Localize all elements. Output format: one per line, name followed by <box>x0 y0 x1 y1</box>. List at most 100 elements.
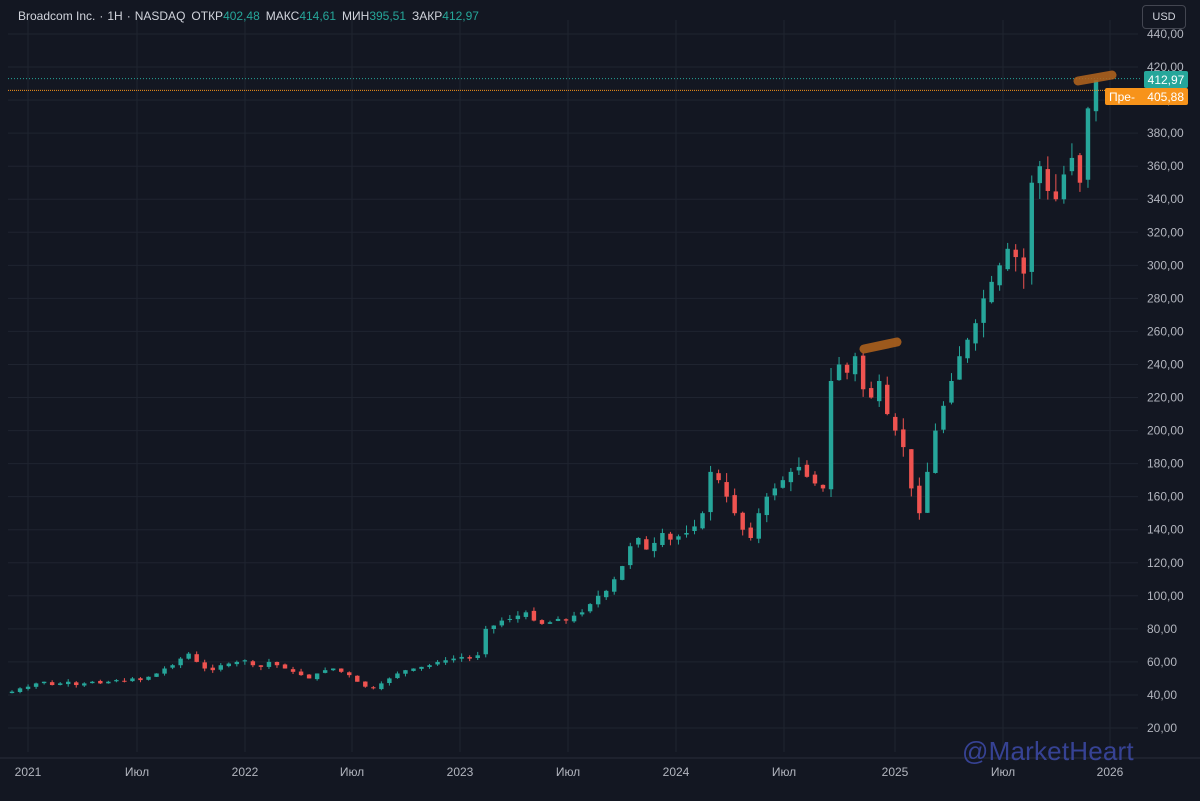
y-tick-label: 140,00 <box>1147 523 1184 537</box>
candle-body <box>475 655 480 659</box>
candle-body <box>483 628 488 655</box>
x-tick-label: 2024 <box>663 765 690 779</box>
candle-body <box>106 681 111 684</box>
y-tick-label: 280,00 <box>1147 291 1184 305</box>
candle-body <box>772 488 778 496</box>
candle-body <box>507 618 513 620</box>
candle-body <box>266 661 272 667</box>
candle-body <box>218 665 223 670</box>
candle-body <box>628 546 633 566</box>
y-tick-label: 40,00 <box>1147 688 1177 702</box>
candle-body <box>306 674 312 679</box>
candle-body <box>1085 108 1091 180</box>
candle-body <box>122 680 127 682</box>
candle-body <box>1013 249 1018 258</box>
candle-body <box>371 687 376 689</box>
candle-body <box>98 680 103 684</box>
candle-body <box>780 480 786 488</box>
candle-body <box>1005 248 1010 270</box>
candle-body <box>700 513 705 529</box>
x-tick-label: Июл <box>340 765 364 779</box>
candle-body <box>274 661 280 666</box>
candle-body <box>435 661 440 665</box>
x-tick-label: 2021 <box>15 765 42 779</box>
y-tick-label: 320,00 <box>1147 225 1184 239</box>
candle-body <box>1053 191 1059 200</box>
candle-body <box>395 673 400 679</box>
candle-body <box>676 536 681 540</box>
candle-body <box>186 653 191 659</box>
peak-highlight-2025 <box>1073 70 1117 86</box>
candle-body <box>852 356 858 375</box>
candle-body <box>1037 166 1043 184</box>
y-tick-label: 360,00 <box>1147 159 1184 173</box>
candle-body <box>844 364 850 373</box>
candle-body <box>194 654 199 662</box>
last-price-tag: 412,97 <box>1144 71 1188 88</box>
candle-body <box>170 665 175 668</box>
candle-body <box>579 612 585 615</box>
candle-body <box>612 579 617 592</box>
candle-body <box>901 429 906 448</box>
candle-body <box>1069 157 1075 172</box>
candle-body <box>467 657 472 659</box>
interval[interactable]: 1Н <box>107 9 123 23</box>
candle-body <box>804 464 810 477</box>
open-value: 402,48 <box>223 9 260 23</box>
candle-body <box>451 658 456 661</box>
x-tick-label: 2025 <box>882 765 909 779</box>
y-tick-label: 120,00 <box>1147 556 1184 570</box>
candle-body <box>595 595 601 605</box>
candle-body <box>555 618 561 621</box>
candle-body <box>234 661 240 665</box>
y-axis: 20,00 40,00 60,00 80,00 100,00 120,00 140,00 16… <box>1147 27 1184 735</box>
candle-body <box>314 673 320 680</box>
candle-body <box>973 323 978 344</box>
legend: Broadcom Inc. · 1Н · NASDAQ ОТКР 402,48 … <box>18 9 479 23</box>
candle-body <box>965 339 970 359</box>
candle-body <box>379 683 384 690</box>
candle-body <box>708 471 713 513</box>
candle-body <box>403 670 408 674</box>
candle-body <box>957 356 962 380</box>
candle-body <box>603 590 609 598</box>
candle-body <box>764 496 769 516</box>
candle-body <box>909 449 914 489</box>
candle-body <box>443 660 448 663</box>
candle-body <box>9 691 15 694</box>
peak-highlight-2024 <box>859 337 902 354</box>
candle-body <box>419 666 424 669</box>
overlays <box>8 70 1142 354</box>
candle-body <box>162 668 167 674</box>
x-tick-label: Июл <box>772 765 796 779</box>
exchange: NASDAQ <box>134 9 186 23</box>
candle-body <box>282 664 288 669</box>
candle-body <box>660 533 665 545</box>
candle-body <box>1077 155 1083 183</box>
y-tick-label: 380,00 <box>1147 126 1184 140</box>
candle-body <box>933 430 938 473</box>
candle-body <box>74 682 79 686</box>
candle-body <box>363 681 368 687</box>
currency-button[interactable]: USD <box>1142 5 1186 29</box>
candle-body <box>547 622 553 624</box>
candle-body <box>459 656 464 659</box>
y-tick-label: 340,00 <box>1147 192 1184 206</box>
y-tick-label: 100,00 <box>1147 589 1184 603</box>
candle-body <box>57 683 63 685</box>
y-tick-label: 180,00 <box>1147 457 1184 471</box>
x-tick-label: 2022 <box>232 765 259 779</box>
candle-body <box>748 527 753 538</box>
candle-body <box>138 678 143 681</box>
premarket-value: 405,88 <box>1147 89 1184 104</box>
candle-body <box>90 681 95 684</box>
candle-body <box>636 537 641 545</box>
candle-body <box>949 381 954 403</box>
candle-body <box>427 665 432 667</box>
candle-body <box>732 495 737 514</box>
high-label: МАКС <box>265 9 300 23</box>
symbol-name[interactable]: Broadcom Inc. <box>18 9 96 23</box>
y-tick-label: 20,00 <box>1147 721 1177 735</box>
